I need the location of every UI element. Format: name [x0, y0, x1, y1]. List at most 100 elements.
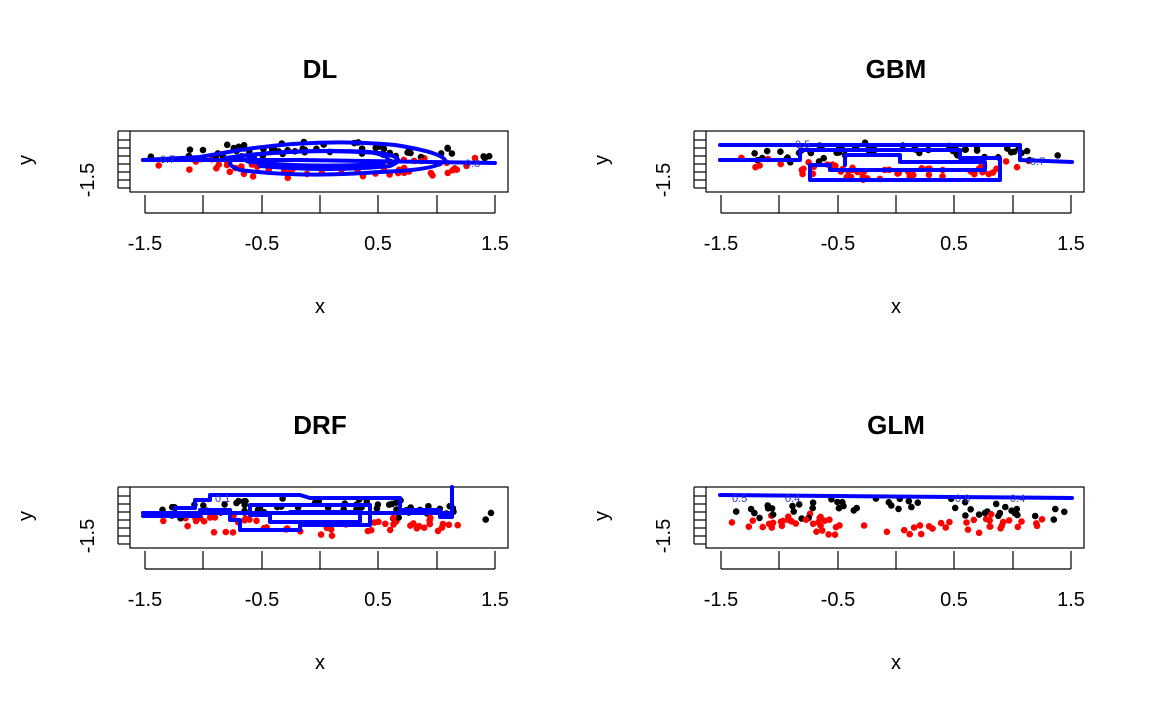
contour-group: 0.5 0.4 0.8 0.4	[718, 493, 1074, 505]
y-axis-label: y	[591, 155, 613, 165]
point-class-red	[745, 523, 753, 530]
point-class-red	[1014, 523, 1022, 531]
point-class-red	[471, 154, 479, 162]
point-class-black	[764, 505, 772, 512]
point-class-red	[802, 516, 810, 523]
point-class-red	[211, 514, 219, 521]
plot-frame	[705, 130, 1085, 193]
point-class-red	[160, 517, 167, 525]
point-class-red	[215, 161, 223, 168]
contour-level-label: 0.4	[1010, 493, 1025, 505]
point-class-black	[221, 501, 228, 508]
x-tick-label: 0.5	[940, 233, 968, 255]
y-tick-label: -1.5	[77, 519, 99, 553]
point-class-red	[975, 529, 983, 537]
point-class-red	[206, 514, 214, 521]
point-class-red	[799, 170, 806, 178]
point-class-red	[785, 516, 792, 524]
x-tick-label: 0.5	[364, 233, 392, 255]
point-class-red	[382, 520, 389, 528]
point-class-red	[809, 520, 817, 528]
point-class-black	[1010, 148, 1018, 155]
plot-frame	[705, 486, 1085, 549]
point-class-red	[222, 528, 230, 536]
point-class-red	[906, 530, 913, 538]
point-class-black	[751, 150, 758, 157]
point-class-black	[395, 514, 403, 521]
point-class-black	[444, 145, 452, 152]
point-class-red	[759, 523, 766, 531]
point-class-black	[240, 141, 248, 149]
point-class-black	[961, 498, 969, 506]
point-class-black	[380, 145, 388, 153]
point-class-red	[454, 521, 462, 529]
point-class-red	[826, 516, 833, 523]
point-class-red	[986, 517, 993, 524]
point-class-black	[373, 505, 381, 512]
point-class-black	[809, 504, 816, 512]
point-class-red	[434, 527, 442, 535]
x-tick-label: 1.5	[481, 233, 509, 255]
point-class-red	[390, 514, 397, 522]
point-class-black	[200, 502, 207, 509]
point-class-black	[1031, 512, 1039, 520]
point-class-red	[426, 517, 433, 524]
x-tick-label: -1.5	[704, 233, 738, 255]
point-class-red	[407, 522, 414, 529]
point-class-black	[777, 148, 784, 155]
contour-line	[223, 148, 390, 168]
x-axis-label: x	[891, 296, 901, 318]
point-class-red	[752, 163, 759, 171]
point-class-red	[429, 172, 436, 179]
point-class-red	[749, 517, 757, 524]
contour-line	[141, 503, 372, 532]
chart-title: GBM	[866, 54, 927, 84]
point-class-red	[818, 527, 826, 534]
point-class-red	[777, 518, 785, 525]
point-class-red	[900, 526, 908, 534]
contour-level-label: 0.5	[732, 493, 747, 505]
x-tick-label: 0.5	[940, 589, 968, 611]
point-class-red	[1018, 518, 1025, 525]
contour-group: 0.1	[141, 485, 454, 532]
chart-title: GLM	[867, 410, 925, 440]
x-tick-label: -0.5	[821, 589, 855, 611]
point-class-black	[790, 508, 797, 515]
contour-line	[718, 493, 1074, 500]
point-class-black	[853, 504, 860, 512]
x-axis-label: x	[315, 296, 325, 318]
y-axis-label: y	[15, 511, 37, 521]
x-tick-label: -1.5	[704, 589, 738, 611]
point-class-red	[768, 524, 776, 531]
point-class-black	[789, 502, 796, 510]
point-class-red	[937, 519, 945, 527]
point-class-red	[317, 531, 325, 538]
contour-level-label: 0.8	[465, 158, 480, 170]
contour-group: 0.7 0.8	[141, 140, 497, 177]
point-class-red	[970, 516, 978, 524]
point-class-red	[449, 166, 456, 174]
point-class-black	[425, 502, 432, 510]
point-class-black	[967, 506, 974, 513]
x-tick-label: 1.5	[1057, 233, 1085, 255]
point-class-black	[885, 499, 893, 506]
point-class-black	[961, 146, 969, 153]
point-class-red	[1013, 163, 1021, 171]
y-tick-label: -1.5	[653, 163, 675, 197]
point-class-red	[413, 525, 421, 532]
point-class-red	[964, 526, 972, 533]
x-tick-label: -0.5	[245, 589, 279, 611]
contour-line	[141, 158, 497, 165]
contour-level-label: 0.8	[955, 493, 970, 505]
point-class-red	[155, 162, 162, 169]
contour-level-label: 0.1	[215, 493, 230, 505]
point-class-red	[186, 166, 193, 173]
x-tick-label: -0.5	[245, 233, 279, 255]
point-class-red	[986, 523, 993, 530]
contour-group: 0.5 0.7	[718, 139, 1074, 182]
point-class-red	[883, 528, 891, 536]
point-class-red	[328, 532, 336, 539]
point-class-red	[800, 165, 807, 173]
point-class-black	[905, 497, 913, 505]
